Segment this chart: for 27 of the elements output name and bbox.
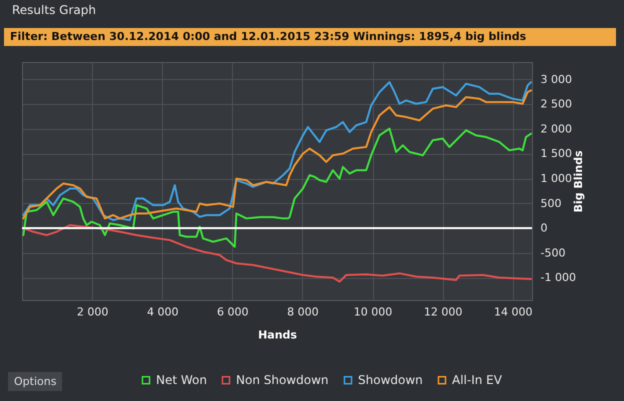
y-tick-label: 2 000 bbox=[540, 122, 572, 136]
x-tick-label: 4 000 bbox=[146, 306, 178, 318]
chart-subtitle: Filter: Between 30.12.2014 0:00 and 12.01.2015 23:59 Winnings: 1895,4 big blinds bbox=[4, 28, 616, 46]
line-series bbox=[22, 128, 532, 248]
y-tick-label: 1 000 bbox=[540, 172, 572, 186]
y-tick-label: 0 bbox=[540, 222, 548, 235]
text: Options bbox=[8, 372, 62, 391]
x-axis-title: Hands bbox=[258, 328, 298, 342]
y-tick-label: 2 500 bbox=[540, 98, 572, 111]
x-tick-label: 2 000 bbox=[76, 306, 108, 318]
line-series bbox=[22, 224, 532, 283]
x-tick-label: 8 000 bbox=[287, 306, 319, 318]
y-tick-label: 1 500 bbox=[540, 147, 572, 160]
y-tick-label: -500 bbox=[540, 246, 566, 260]
chart-title: Results Graph bbox=[12, 3, 96, 17]
x-tick-label: 6 000 bbox=[217, 306, 249, 318]
y-tick-label: 500 bbox=[540, 196, 562, 210]
legend-label: Net Won bbox=[156, 373, 207, 388]
legend-label: Non Showdown bbox=[236, 373, 328, 388]
y-axis-title: Big Blinds bbox=[572, 150, 585, 213]
legend-label: All-In EV bbox=[452, 373, 503, 388]
y-tick-label: -1 000 bbox=[540, 271, 576, 284]
x-tick-label: 14 000 bbox=[494, 306, 532, 318]
x-tick-label: 12 000 bbox=[424, 306, 462, 318]
y-tick-label: 3 000 bbox=[540, 72, 572, 86]
legend-label: Showdown bbox=[358, 373, 423, 388]
x-tick-label: 10 000 bbox=[354, 306, 392, 318]
